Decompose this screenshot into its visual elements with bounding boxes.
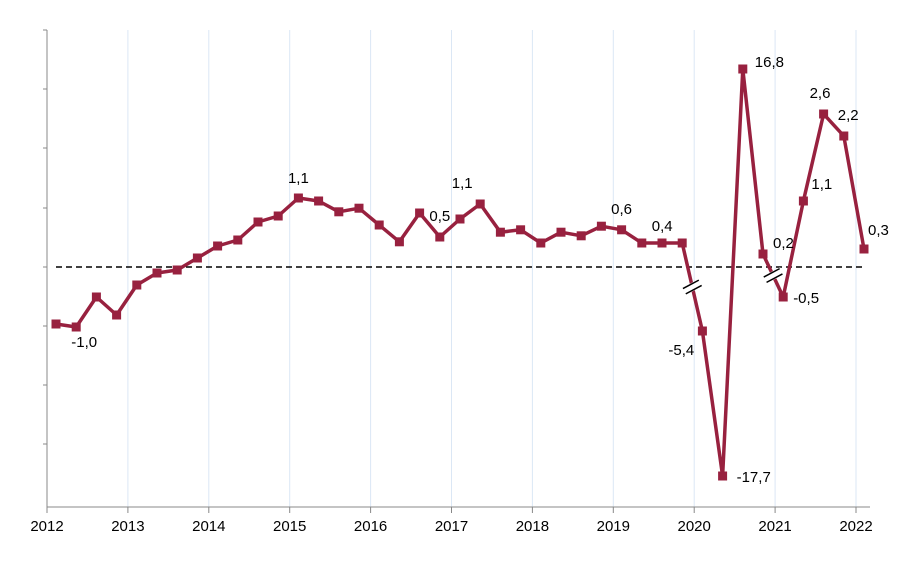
data-point [697, 326, 707, 336]
data-point [192, 253, 202, 263]
data-label: 2,6 [810, 85, 831, 102]
data-label: 16,8 [755, 54, 784, 71]
data-label: 0,3 [868, 222, 889, 239]
data-point [132, 280, 142, 290]
data-point [536, 238, 546, 248]
x-tick-label: 2022 [839, 518, 872, 535]
data-label: -5,4 [668, 342, 694, 359]
data-point [253, 217, 263, 227]
x-tick-label: 2014 [192, 518, 225, 535]
data-label: -1,0 [71, 334, 97, 351]
break-gap [762, 267, 784, 284]
data-point [435, 232, 445, 242]
data-point [233, 235, 243, 245]
data-point [374, 220, 384, 230]
data-point [152, 268, 162, 278]
data-point [273, 211, 283, 221]
data-points [51, 64, 869, 481]
gridlines [127, 30, 857, 507]
data-label: 1,1 [811, 176, 832, 193]
data-label: 1,1 [452, 175, 473, 192]
data-label: 2,2 [838, 107, 859, 124]
data-point [758, 249, 768, 259]
data-point [415, 208, 425, 218]
x-tick-label: 2017 [435, 518, 468, 535]
data-label: 0,5 [429, 208, 450, 225]
x-tick-label: 2015 [273, 518, 306, 535]
data-point [778, 292, 788, 302]
data-point [859, 244, 869, 254]
data-point [516, 225, 526, 235]
axis-break-mark [681, 278, 704, 296]
break-slash [766, 273, 783, 284]
data-point [394, 237, 404, 247]
data-point [172, 265, 182, 275]
data-label: 0,4 [652, 218, 673, 235]
data-point [576, 231, 586, 241]
data-point [617, 225, 627, 235]
data-point [314, 196, 324, 206]
data-point [71, 322, 81, 332]
x-tick-label: 2018 [516, 518, 549, 535]
x-tick-label: 2013 [111, 518, 144, 535]
data-point [213, 241, 223, 251]
data-point [637, 238, 647, 248]
data-point [839, 131, 849, 141]
x-tick-label: 2019 [597, 518, 630, 535]
break-slash [685, 284, 703, 295]
x-tick-label: 2021 [758, 518, 791, 535]
data-point [495, 227, 505, 237]
axis-break-mark [762, 267, 784, 284]
data-label: 0,6 [611, 201, 632, 218]
x-tick-labels: 2012 2013 2014 2015 2016 2017 2018 2019 2020 2021… [30, 518, 872, 535]
data-labels: -1,01,10,51,10,60,4-5,4-17,716,80,2-0,51… [71, 54, 889, 486]
data-point [334, 207, 344, 217]
data-point [354, 203, 364, 213]
data-point [556, 227, 566, 237]
data-point [112, 310, 122, 320]
break-slash [763, 267, 780, 278]
x-tick-label: 2020 [678, 518, 711, 535]
data-point [819, 109, 829, 119]
data-point [738, 64, 748, 74]
data-point [718, 471, 728, 481]
data-point [596, 221, 606, 231]
data-point [293, 193, 303, 203]
data-label: -0,5 [793, 290, 819, 307]
x-tick-label: 2016 [354, 518, 387, 535]
data-point [657, 238, 667, 248]
data-label: 0,2 [773, 235, 794, 252]
axes [43, 29, 870, 513]
data-label: 1,1 [288, 170, 309, 187]
break-slash [682, 279, 700, 290]
data-point [475, 199, 485, 209]
break-gap [681, 278, 704, 296]
axis-break-marks [681, 267, 784, 296]
data-point [798, 196, 808, 206]
data-point [91, 292, 101, 302]
data-point [677, 238, 687, 248]
data-point [51, 319, 61, 329]
data-label: -17,7 [737, 469, 771, 486]
data-point [455, 214, 465, 224]
x-tick-label: 2012 [30, 518, 63, 535]
